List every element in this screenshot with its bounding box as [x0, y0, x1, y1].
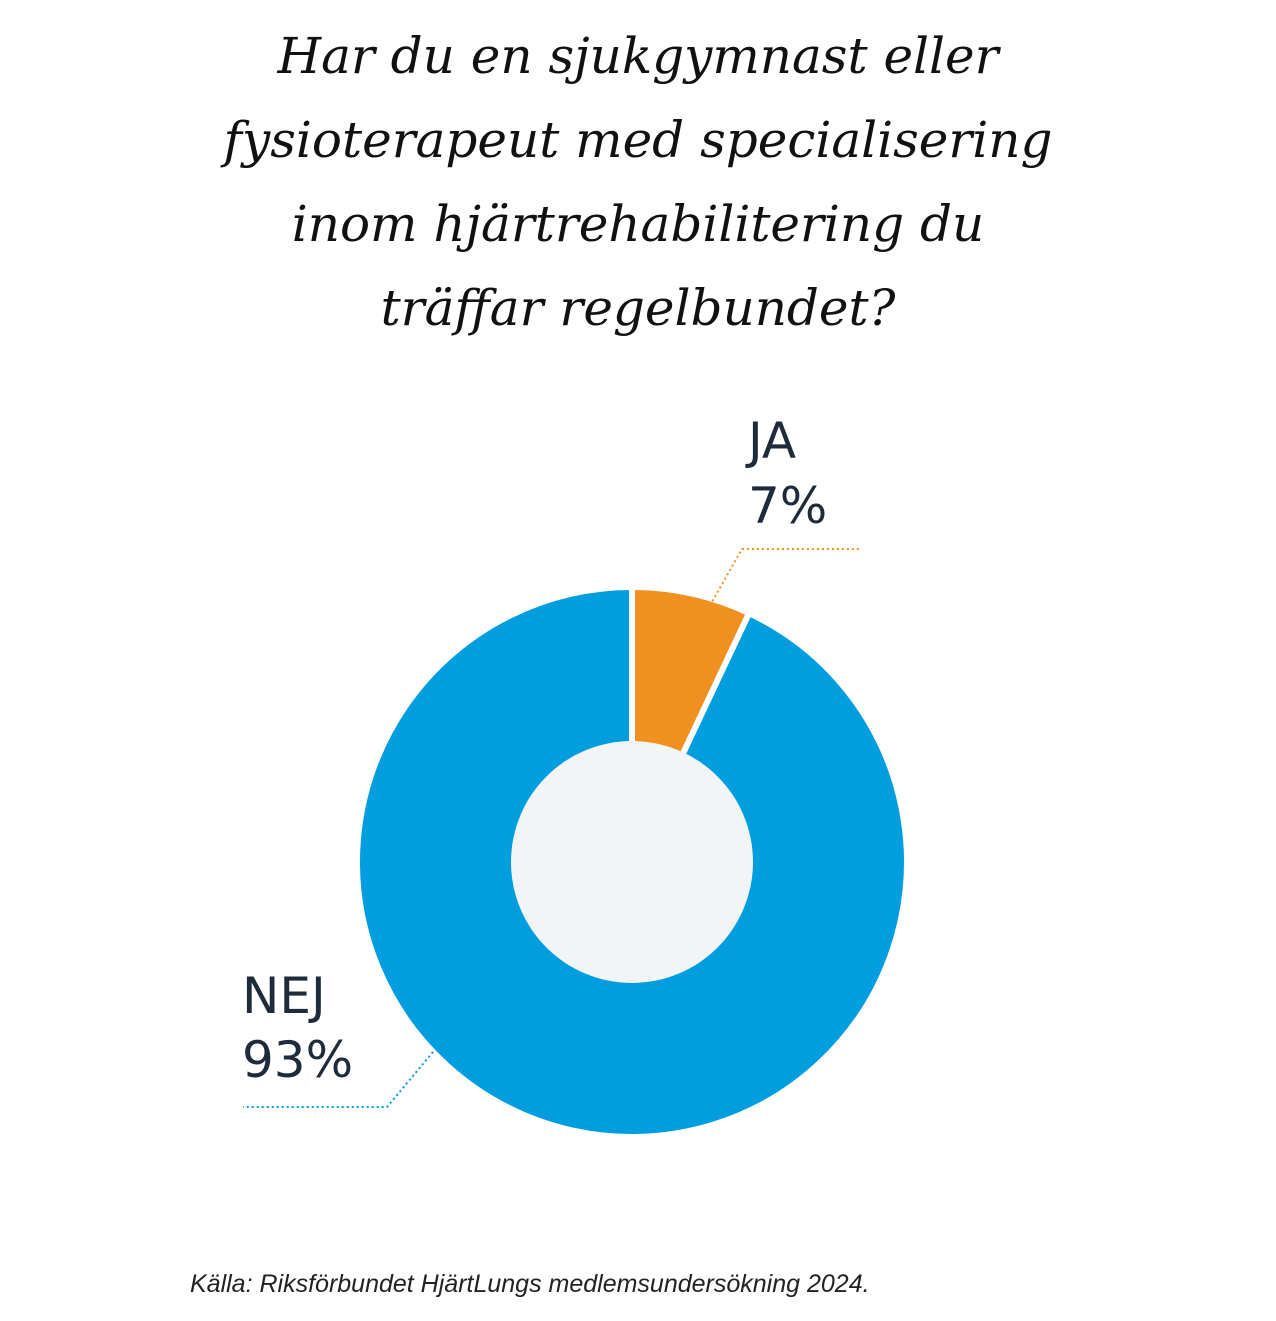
leader-line-ja	[699, 548, 860, 624]
title-line: Har du en sjukgymnast eller	[277, 27, 999, 85]
title-line: träffar regelbundet?	[380, 279, 896, 337]
value-label-nej: 93%	[242, 1031, 353, 1089]
donut-center	[511, 741, 753, 983]
label-ja: JA	[745, 412, 796, 470]
leader-line-nej	[243, 1051, 434, 1108]
value-label-ja: 7%	[748, 477, 827, 535]
title-line: fysioterapeut med specialisering	[223, 111, 1053, 169]
source-note: Källa: Riksförbundet HjärtLungs medlemsu…	[190, 1270, 870, 1298]
label-nej: NEJ	[242, 967, 326, 1025]
title-line: inom hjärtrehabilitering du	[291, 195, 985, 253]
chart-title: Har du en sjukgymnast eller fysioterapeu…	[138, 14, 1138, 350]
